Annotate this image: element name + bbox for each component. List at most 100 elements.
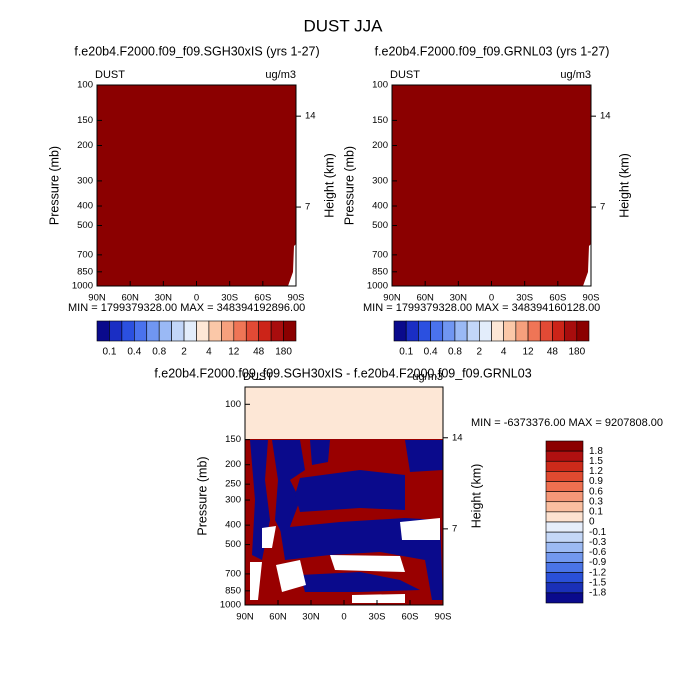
stats-label: MIN = -6373376.00 MAX = 9207808.00 [471,417,663,429]
stats-label: MIN = 1799379328.00 MAX = 348394192896.0… [68,302,305,314]
colorbar-box [245,320,259,342]
y-tick-label: 200 [77,140,93,151]
colorbar-box [430,320,444,342]
colorbar-label: 0.8 [448,347,462,358]
colorbar-box [454,320,468,342]
x-tick-label: 30N [302,612,320,623]
panel-title: f.e20b4.F2000.f09_f09.SGH30xIS - f.e20b4… [154,366,531,380]
y-tick-label: 500 [77,220,93,231]
y2-tick-label: 7 [600,202,605,213]
y2-tick-label: 14 [452,432,463,443]
y-tick-label: 700 [77,249,93,260]
colorbar-box [405,320,419,342]
contour-fill [400,518,440,540]
colorbar-box [539,320,553,342]
colorbar-label: 4 [206,347,212,358]
y-tick-label: 400 [77,201,93,212]
units-label: ug/m3 [265,69,296,81]
x-tick-label: 90S [288,293,305,304]
figure-title: DUST JJA [303,16,383,35]
colorbar-box [545,491,584,503]
y-tick-label: 200 [225,459,241,470]
stats-label: MIN = 1799379328.00 MAX = 348394160128.0… [363,302,600,314]
y-tick-label: 1000 [367,281,388,292]
x-tick-label: 90N [383,293,401,304]
contour-fill [288,244,296,286]
y-tick-label: 300 [77,175,93,186]
colorbar-box [283,320,297,342]
y-tick-label: 850 [225,585,241,596]
colorbar-label: 2 [181,347,187,358]
colorbar-label: 0 [589,517,595,528]
colorbar-box [552,320,565,342]
colorbar-label: -0.3 [589,537,607,548]
y-tick-label: 200 [372,140,388,151]
colorbar-box [196,320,210,342]
colorbar-box [109,320,123,342]
x-tick-label: 30S [516,293,533,304]
colorbar-label: 180 [568,347,585,358]
x-tick-label: 0 [194,293,199,304]
x-tick-label: 30N [155,293,173,304]
colorbar-box [183,320,197,342]
colorbar-label: 180 [275,347,292,358]
colorbar-box [121,320,135,342]
colorbar-box [466,320,480,342]
colorbar-label: 12 [228,347,240,358]
colorbar-label: -1.2 [589,567,607,578]
colorbar-box [96,320,110,342]
colorbar-box [171,320,185,342]
colorbar-label: 48 [253,347,265,358]
contour-fill [262,526,276,548]
panel-title: f.e20b4.F2000.f09_f09.SGH30xIS (yrs 1-27… [74,44,319,58]
colorbar-box [515,320,529,342]
colorbar-label: 0.4 [424,347,438,358]
colorbar-box [393,320,407,342]
y-tick-label: 400 [372,201,388,212]
colorbar-box [545,531,584,543]
y-tick-label: 150 [372,115,388,126]
y-tick-label: 400 [225,520,241,531]
contour-fill [352,594,405,603]
colorbar-label: -1.8 [589,588,607,599]
y-tick-label: 100 [225,399,241,410]
colorbar-box [564,320,578,342]
y-tick-label: 850 [372,266,388,277]
colorbar-box [158,320,172,342]
y2-tick-label: 7 [452,523,457,534]
colorbar-label: -0.6 [589,547,607,558]
y-tick-label: 300 [225,495,241,506]
contour-fill [405,440,443,472]
colorbar-label: 0.1 [589,507,603,518]
colorbar-box [545,460,584,472]
contour-fill [295,470,405,512]
colorbar-label: 1.2 [589,466,603,477]
colorbar-box [418,320,431,342]
x-tick-label: 0 [341,612,346,623]
colorbar-label: 0.9 [589,476,603,487]
y-tick-label: 300 [372,175,388,186]
variable-label: DUST [95,69,125,81]
colorbar-label: 0.1 [399,347,413,358]
variable-label: DUST [390,69,420,81]
colorbar-box [545,521,584,533]
colorbar-box [479,320,492,342]
x-tick-label: 0 [489,293,494,304]
x-tick-label: 90N [236,612,254,623]
y-tick-label: 250 [225,479,241,490]
colorbar-box [545,582,584,594]
y-tick-label: 1000 [72,281,93,292]
colorbar-box [146,320,160,342]
colorbar-label: 0.8 [152,347,166,358]
contour-fill [300,572,420,592]
y-tick-label: 150 [225,434,241,445]
y2-tick-label: 14 [305,111,316,122]
colorbar-label: 12 [523,347,535,358]
colorbar-box [442,320,456,342]
colorbar-box [576,320,590,342]
x-tick-label: 90S [583,293,600,304]
colorbar-box [545,471,584,482]
colorbar-label: 2 [477,347,483,358]
x-tick-label: 60N [269,612,287,623]
colorbar-box [545,592,584,604]
